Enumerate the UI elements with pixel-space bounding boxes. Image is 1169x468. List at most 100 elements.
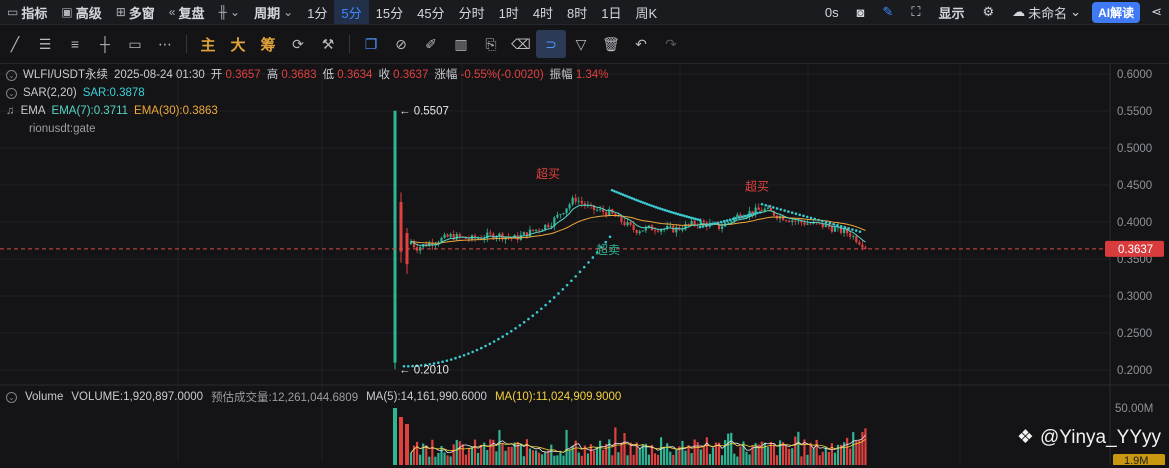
period-dropdown[interactable]: 周期 ⌄ xyxy=(254,5,294,21)
volume-bar xyxy=(559,451,562,465)
candle-body xyxy=(699,220,702,226)
sar-dot xyxy=(701,225,705,228)
candle-body xyxy=(821,223,824,228)
pencil-icon[interactable]: ✎ xyxy=(882,4,894,19)
candle-body xyxy=(629,222,632,225)
brush-icon[interactable]: ✐ xyxy=(425,35,437,52)
advanced-button[interactable]: ▣ 高级 xyxy=(61,5,102,21)
interval-tab[interactable]: 15分 xyxy=(375,5,404,21)
collapse-icon[interactable]: ⌄ xyxy=(6,69,17,81)
sar-dot xyxy=(809,216,813,220)
interval-tabs: 1分 5分 15分 45分 分时 1时 4时 8时 1日 周K xyxy=(300,0,664,24)
candle-body xyxy=(495,236,498,239)
sar-dot xyxy=(652,205,656,208)
eraser-icon[interactable]: ⌫ xyxy=(511,35,531,52)
candle-body xyxy=(812,222,815,224)
chip-button[interactable]: 筹 xyxy=(260,36,276,54)
volume-bar xyxy=(812,448,815,465)
interval-tab[interactable]: 1分 xyxy=(307,5,328,21)
collapse-icon[interactable]: ⌄ xyxy=(6,87,17,99)
horizontal-ray-icon[interactable]: ┼ xyxy=(100,36,110,52)
parallel-channel-icon[interactable]: ☰ xyxy=(38,35,52,52)
sar-dot xyxy=(424,363,427,367)
volume-bar xyxy=(492,439,495,465)
datetime-label: 2025-08-24 01:30 xyxy=(113,69,205,81)
volume-bar xyxy=(556,455,559,465)
interval-tab[interactable]: 1日 xyxy=(601,5,622,21)
sar-dot xyxy=(854,229,858,232)
more-tools-icon[interactable]: ⋯ xyxy=(158,35,172,52)
change-value: -0.55%(-0.0020) xyxy=(460,69,544,81)
clipboard-icon[interactable]: ⎘ xyxy=(485,35,497,52)
volume-bar xyxy=(393,408,397,465)
interval-tab[interactable]: 4时 xyxy=(532,5,554,21)
interval-tab[interactable]: 45分 xyxy=(417,5,445,21)
ruler-icon[interactable]: ⚒ xyxy=(321,35,335,52)
volume-bar xyxy=(778,440,782,465)
collapse-icon[interactable]: ⌄ xyxy=(6,391,17,403)
sar-dot xyxy=(824,220,828,224)
candle-body xyxy=(675,227,678,233)
display-button[interactable]: 显示 xyxy=(938,5,965,21)
sync-icon[interactable]: ⟳ xyxy=(292,35,304,52)
volume-bar xyxy=(666,443,669,465)
main-chart-button[interactable]: 主 xyxy=(200,36,216,54)
share-icon[interactable]: ⋖ xyxy=(1151,4,1162,19)
volume-bar xyxy=(705,437,708,465)
interval-tab[interactable]: 5分 xyxy=(334,0,369,24)
rectangle-icon[interactable]: ▭ xyxy=(128,35,142,52)
volume-bar xyxy=(763,442,766,465)
fullscreen-icon[interactable]: ⛶ xyxy=(911,4,921,19)
sar-dot xyxy=(467,352,470,355)
volume-bar xyxy=(510,446,513,465)
interval-tab[interactable]: 周K xyxy=(635,5,658,21)
horizontal-lines-icon[interactable]: ≡ xyxy=(70,36,80,52)
ai-interpret-button[interactable]: AI解读 xyxy=(1092,1,1141,23)
candle-body xyxy=(431,242,434,246)
filter-icon[interactable]: ▽ xyxy=(575,35,587,52)
interval-tab[interactable]: 分时 xyxy=(458,5,485,21)
ma10-value: MA(10):11,024,909.9000 xyxy=(494,391,622,403)
undo-icon[interactable]: ↶ xyxy=(635,35,647,52)
current-price-tag xyxy=(1105,240,1164,257)
sar-dot xyxy=(847,227,850,230)
interval-tab[interactable]: 8时 xyxy=(567,5,588,21)
candle-body xyxy=(605,212,608,216)
sar-dot xyxy=(689,216,693,220)
sar-dot xyxy=(637,199,640,203)
chart-area[interactable]: 0.6000 0.5500 0.5000 0.4500 0.4000 0.3500 0.30… xyxy=(0,64,1169,467)
y-axis-tick-label: 0.2500 xyxy=(1117,328,1152,340)
sar-dot xyxy=(817,218,820,222)
replay-button[interactable]: «复盘 xyxy=(168,5,205,21)
trend-line-icon[interactable]: ╱ xyxy=(10,35,20,52)
sar-dot xyxy=(687,215,691,219)
candle-body xyxy=(486,232,489,239)
candles-icon[interactable]: ▥ xyxy=(454,35,468,52)
magnet-icon[interactable]: ⊃ xyxy=(536,30,566,58)
volume-bar xyxy=(653,453,657,465)
candle-body xyxy=(800,220,803,223)
measure-icon[interactable]: ⊘ xyxy=(395,35,407,52)
multi-window-button[interactable]: ⊞ 多窗 xyxy=(115,5,155,21)
interval-tab[interactable]: 1时 xyxy=(498,5,519,21)
sar-dot xyxy=(843,226,847,229)
volume-bar xyxy=(431,439,434,465)
drawing-toolbar: ╱ ☰ ≡ ┼ ▭ ⋯ 主 大 筹 ⟳ ⚒ ❐ ⊘ ✐ ▥ ⎘ ⌫ ⊃ ▽ 🗑 … xyxy=(0,25,1169,64)
indicator-button[interactable]: ▭ 指标 xyxy=(7,5,48,21)
settings-icon[interactable]: ⚙ xyxy=(982,4,995,19)
price-chart-svg[interactable]: 0.6000 0.5500 0.5000 0.4500 0.4000 0.3500 0.30… xyxy=(0,64,1169,467)
sar-dot xyxy=(643,201,647,205)
camera-icon[interactable]: ◙ xyxy=(856,4,865,20)
layout-dropdown[interactable]: ☁ 未命名 ⌄ xyxy=(1012,4,1082,21)
sar-dot xyxy=(692,217,695,220)
candle-type-button[interactable]: ╫ ⌄ xyxy=(212,0,248,24)
bell-icon[interactable]: ♫ xyxy=(6,105,15,117)
ohlc-row: ⌄ WLFI/USDT永续 2025-08-24 01:30 开 0.3657 … xyxy=(6,66,608,84)
candle-body xyxy=(736,214,739,218)
sar-dot xyxy=(790,211,794,214)
big-order-button[interactable]: 大 xyxy=(230,36,246,54)
redo-icon[interactable]: ↷ xyxy=(665,35,677,52)
sar-dot xyxy=(454,356,457,360)
trash-icon[interactable]: 🗑 xyxy=(602,35,620,52)
copy-icon[interactable]: ❐ xyxy=(364,35,378,52)
